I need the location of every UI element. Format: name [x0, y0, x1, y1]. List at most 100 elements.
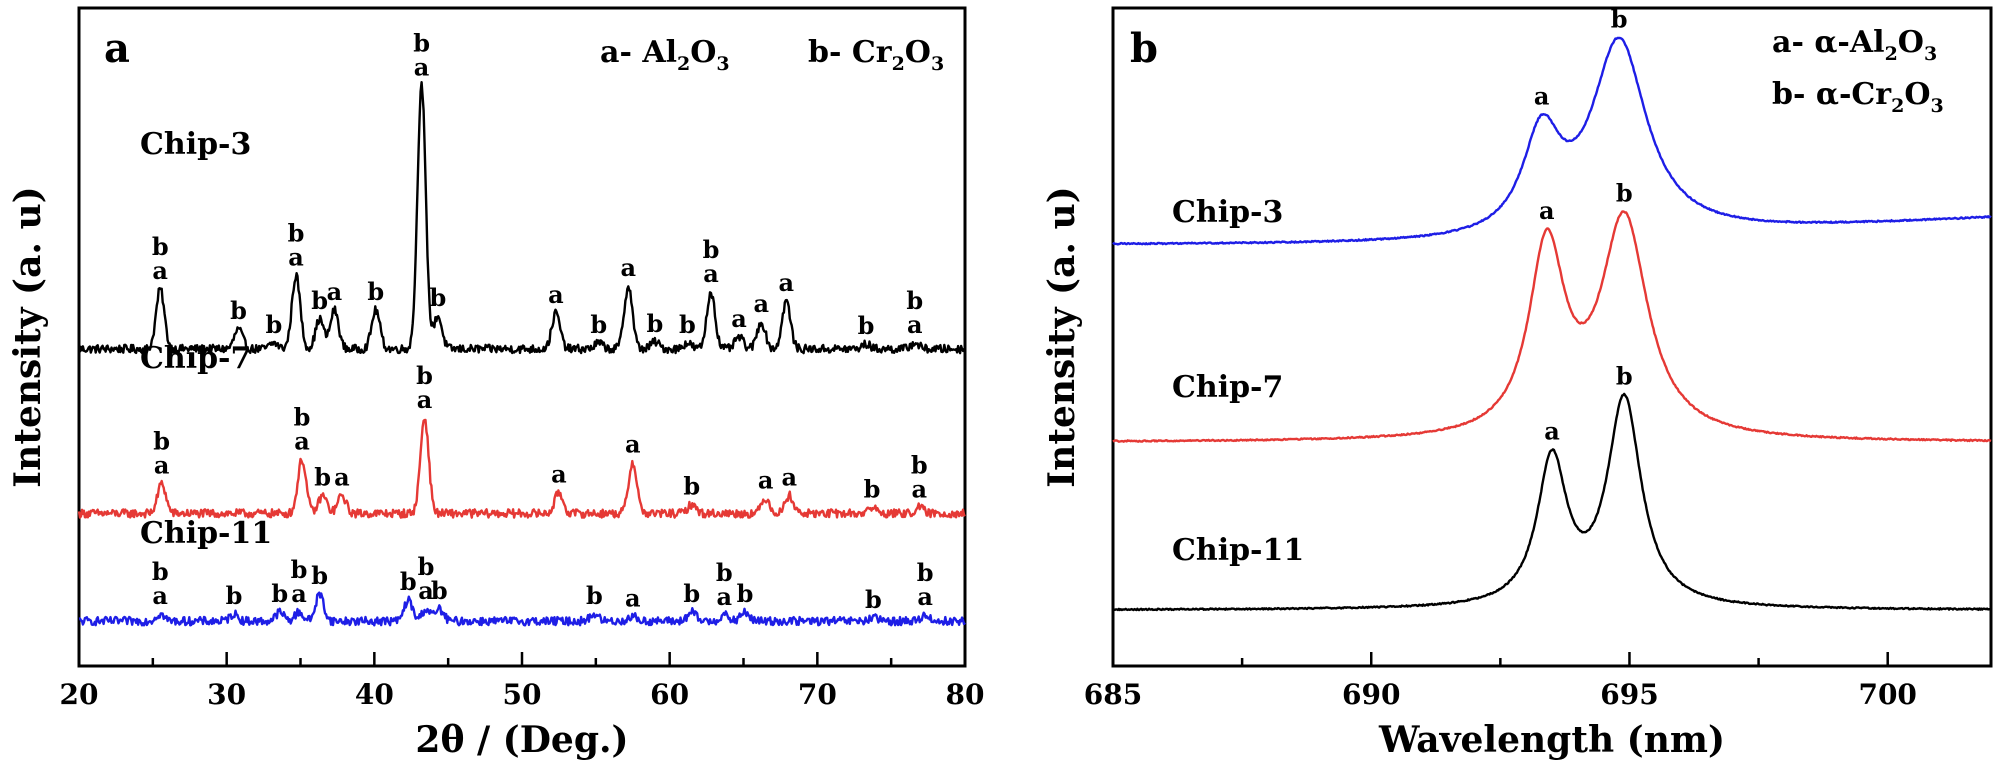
panel-b-peak-labels: a b a b a b	[1534, 4, 1633, 445]
peak-label: b	[271, 579, 288, 608]
trace-chip-7	[1112, 210, 1992, 443]
x-tick-label: 70	[798, 678, 837, 711]
peak-label: a	[917, 582, 933, 611]
peak-label: a	[911, 474, 927, 503]
peak-label: b	[647, 309, 664, 338]
x-tick-label: 50	[503, 678, 542, 711]
peak-label: b	[683, 579, 700, 608]
peak-label: b	[1616, 179, 1633, 208]
x-tick-label: 685	[1084, 678, 1142, 711]
peak-label: b	[737, 579, 754, 608]
panel-b-letter: b	[1130, 25, 1158, 72]
peak-label: b	[418, 552, 435, 581]
panel-a-traces	[77, 81, 967, 627]
peak-label: b	[429, 283, 446, 312]
x-tick-label: 20	[60, 678, 99, 711]
series-label-chip-3: Chip-3	[140, 127, 251, 162]
peak-label: a	[152, 256, 168, 285]
peak-label: a	[781, 463, 797, 492]
peak-label: b	[683, 471, 700, 500]
peak-label: b	[858, 311, 875, 340]
peak-label: a	[717, 582, 733, 611]
panel-a-y-axis-title: Intensity (a. u)	[7, 186, 49, 487]
peak-label: b	[679, 310, 696, 339]
series-label-chip-3: Chip-3	[1172, 195, 1283, 230]
panel-a-series-labels: Chip-3 Chip-7 Chip-11	[140, 127, 272, 551]
peak-label: b	[288, 218, 305, 247]
peak-label: a	[1544, 417, 1560, 446]
peak-label: b	[367, 277, 384, 306]
peak-label: b	[152, 232, 169, 261]
peak-label: b	[1616, 361, 1633, 390]
panel-b-x-axis-title: Wavelength (nm)	[1378, 719, 1725, 761]
peak-label: b	[917, 558, 934, 587]
peak-label: a	[753, 289, 769, 318]
peak-label: a	[152, 581, 168, 610]
peak-label: a	[621, 253, 637, 282]
peak-label: b	[152, 557, 169, 586]
series-label-chip-11: Chip-11	[1172, 533, 1304, 568]
peak-label: a	[418, 576, 434, 605]
peak-label: a	[548, 280, 564, 309]
peak-label: b	[590, 310, 607, 339]
peak-label: b	[311, 561, 328, 590]
panel-b-legend-al2o3: a- α-Al2O3	[1772, 25, 1937, 65]
panel-a-x-axis-title: 2θ / (Deg.)	[415, 719, 628, 761]
peak-label: b	[865, 585, 882, 614]
trace-chip-11	[1112, 392, 1992, 612]
series-label-chip-7: Chip-7	[140, 341, 251, 376]
peak-label: a	[414, 53, 430, 82]
peak-label: a	[294, 427, 310, 456]
peak-label: b	[230, 296, 247, 325]
peak-label: a	[779, 268, 795, 297]
x-tick-label: 40	[355, 678, 394, 711]
peak-label: a	[731, 304, 747, 333]
x-tick-label: 60	[650, 678, 689, 711]
peak-label: b	[291, 555, 308, 584]
peak-label: a	[758, 466, 774, 495]
panel-a-letter: a	[104, 25, 130, 72]
peak-label: a	[291, 579, 307, 608]
peak-label: a	[327, 277, 343, 306]
peak-label: b	[716, 558, 733, 587]
peak-label: b	[311, 286, 328, 315]
peak-label: b	[431, 576, 448, 605]
series-label-chip-7: Chip-7	[1172, 370, 1283, 405]
panel-b-frame	[1111, 6, 1993, 668]
x-tick-label: 700	[1858, 678, 1916, 711]
peak-label: b	[314, 463, 331, 492]
x-tick-label: 30	[207, 678, 246, 711]
panel-a-legend-cr2o3: b- Cr2O3	[808, 35, 944, 75]
peak-label: a	[907, 310, 923, 339]
peak-label: b	[413, 29, 430, 58]
peak-label: a	[288, 242, 304, 271]
trace-chip-3	[77, 81, 967, 355]
series-label-chip-11: Chip-11	[140, 516, 272, 551]
panel-b-x-ticks: 685 690 695 700	[1084, 652, 1917, 711]
peak-label: a	[551, 460, 567, 489]
peak-label: b	[586, 581, 603, 610]
panel-b-y-axis-title: Intensity (a. u)	[1041, 186, 1083, 487]
peak-label: a	[625, 583, 641, 612]
peak-label: b	[226, 581, 243, 610]
peak-label: b	[266, 310, 283, 339]
peak-label: b	[864, 474, 881, 503]
peak-label: b	[703, 235, 720, 264]
peak-label: b	[416, 361, 433, 390]
peak-label: a	[1539, 196, 1555, 225]
peak-label: a	[625, 430, 641, 459]
peak-label: a	[154, 451, 170, 480]
peak-label: a	[334, 463, 350, 492]
peak-label: b	[153, 427, 170, 456]
peak-label: b	[400, 567, 417, 596]
panel-b-traces	[1112, 36, 1992, 612]
peak-label: b	[906, 286, 923, 315]
peak-label: a	[417, 385, 433, 414]
x-tick-label: 80	[946, 678, 985, 711]
trace-chip-11	[78, 591, 966, 627]
x-tick-label: 690	[1342, 678, 1400, 711]
trace-chip-7	[77, 418, 966, 519]
